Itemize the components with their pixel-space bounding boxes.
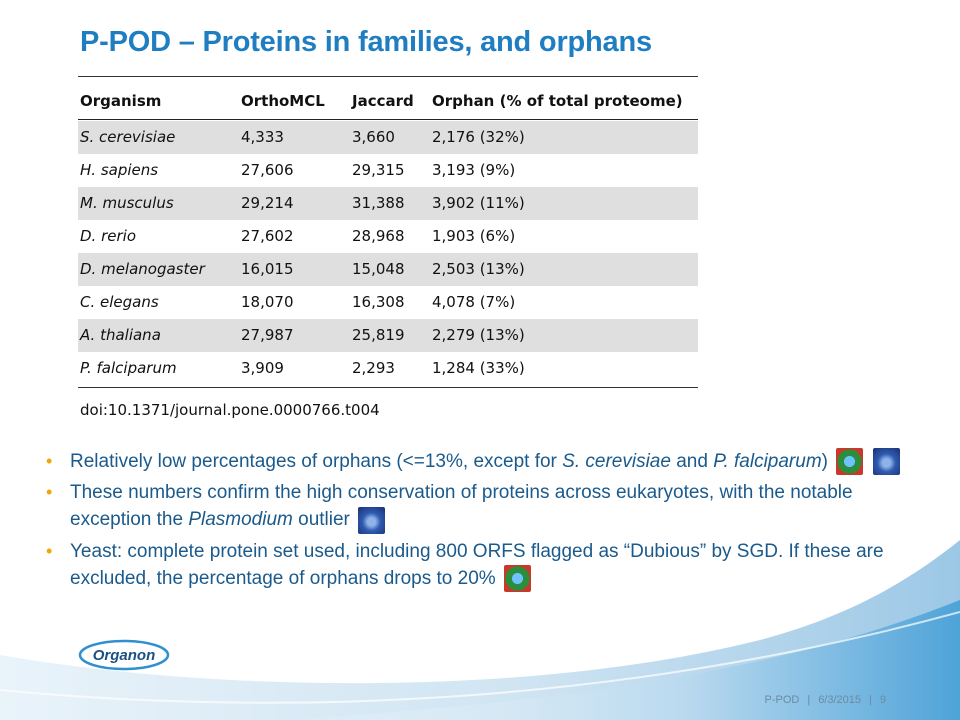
footer-separator: |	[807, 694, 811, 706]
organism-cell: C. elegans	[80, 293, 159, 311]
organism-cell: M. musculus	[80, 194, 174, 212]
table-top-rule	[78, 76, 698, 77]
logo-text: Organon	[93, 647, 156, 664]
bullet-list: • Relatively low percentages of orphans …	[46, 448, 916, 596]
orthomcl-cell: 16,015	[241, 260, 294, 278]
bullet-italic: S. cerevisiae	[562, 451, 671, 472]
bullet-text: Yeast: complete protein set used, includ…	[70, 540, 884, 589]
footer-page-number: 9	[879, 694, 886, 706]
jaccard-cell: 2,293	[352, 359, 395, 377]
jaccard-cell: 29,315	[352, 161, 405, 179]
organism-cell: P. falciparum	[80, 359, 177, 377]
footer-name: P-POD	[764, 694, 800, 706]
orphan-cell: 4,078 (7%)	[432, 293, 516, 311]
bullet-item: • Relatively low percentages of orphans …	[46, 448, 916, 476]
jaccard-cell: 15,048	[352, 260, 405, 278]
yeast-cell-icon	[503, 565, 531, 593]
table-row: P. falciparum 3,909 2,293 1,284 (33%)	[78, 352, 698, 385]
table-row: S. cerevisiae 4,333 3,660 2,176 (32%)	[78, 121, 698, 154]
orthomcl-cell: 29,214	[241, 194, 294, 212]
footer-date: 6/3/2015	[818, 694, 862, 706]
organism-cell: D. melanogaster	[80, 260, 205, 278]
organism-cell: H. sapiens	[80, 161, 159, 179]
orthomcl-cell: 4,333	[241, 128, 284, 146]
organism-cell: S. cerevisiae	[80, 128, 176, 146]
bullet-text: and	[670, 451, 714, 472]
header-orphan: Orphan (% of total proteome)	[432, 92, 683, 110]
plasmodium-icon	[357, 506, 385, 534]
orphan-cell: 2,503 (13%)	[432, 260, 525, 278]
table-doi: doi:10.1371/journal.pone.0000766.t004	[80, 401, 380, 419]
bullet-text: These numbers confirm the high conservat…	[70, 482, 853, 531]
table-bottom-rule	[78, 387, 698, 388]
orphan-table: Organism OrthoMCL Jaccard Orphan (% of t…	[78, 76, 698, 425]
bullet-text: Relatively low percentages of orphans (<…	[70, 451, 563, 472]
jaccard-cell: 3,660	[352, 128, 395, 146]
table-row: D. melanogaster 16,015 15,048 2,503 (13%…	[78, 253, 698, 286]
jaccard-cell: 31,388	[352, 194, 405, 212]
bullet-dot: •	[46, 540, 53, 561]
header-organism: Organism	[80, 92, 162, 110]
bullet-dot: •	[46, 451, 53, 471]
orphan-cell: 1,284 (33%)	[432, 359, 525, 377]
orthomcl-cell: 27,606	[241, 161, 294, 179]
table-row: C. elegans 18,070 16,308 4,078 (7%)	[78, 286, 698, 319]
plasmodium-icon	[872, 448, 900, 476]
table-header-row: Organism OrthoMCL Jaccard Orphan (% of t…	[78, 83, 698, 120]
organon-logo: Organon	[78, 639, 170, 671]
jaccard-cell: 16,308	[352, 293, 405, 311]
table-row: M. musculus 29,214 31,388 3,902 (11%)	[78, 187, 698, 220]
header-jaccard: Jaccard	[352, 92, 414, 110]
yeast-cell-icon	[835, 448, 863, 476]
bullet-text: )	[821, 451, 828, 472]
orphan-cell: 3,193 (9%)	[432, 161, 516, 179]
table-row: A. thaliana 27,987 25,819 2,279 (13%)	[78, 319, 698, 352]
organism-cell: A. thaliana	[80, 326, 161, 344]
orthomcl-cell: 3,909	[241, 359, 284, 377]
orphan-cell: 1,903 (6%)	[432, 227, 516, 245]
table-row: D. rerio 27,602 28,968 1,903 (6%)	[78, 220, 698, 253]
jaccard-cell: 28,968	[352, 227, 405, 245]
orphan-cell: 2,176 (32%)	[432, 128, 525, 146]
organism-cell: D. rerio	[80, 227, 136, 245]
footer-separator: |	[869, 694, 872, 706]
jaccard-cell: 25,819	[352, 326, 405, 344]
header-orthomcl: OrthoMCL	[241, 92, 325, 110]
orthomcl-cell: 18,070	[241, 293, 294, 311]
slide-footer: P-POD | 6/3/2015 | 9	[760, 694, 890, 706]
orthomcl-cell: 27,987	[241, 326, 294, 344]
slide-title: P-POD – Proteins in families, and orphan…	[80, 26, 652, 58]
bullet-dot: •	[46, 482, 53, 503]
bullet-text: outlier	[292, 509, 350, 531]
table-row: H. sapiens 27,606 29,315 3,193 (9%)	[78, 154, 698, 187]
bullet-italic: P. falciparum	[713, 451, 822, 472]
bullet-item: • These numbers confirm the high conserv…	[46, 479, 916, 534]
bullet-item: • Yeast: complete protein set used, incl…	[46, 538, 916, 593]
bullet-italic: Plasmodium	[188, 509, 293, 531]
orphan-cell: 3,902 (11%)	[432, 194, 525, 212]
orphan-cell: 2,279 (13%)	[432, 326, 525, 344]
orthomcl-cell: 27,602	[241, 227, 294, 245]
